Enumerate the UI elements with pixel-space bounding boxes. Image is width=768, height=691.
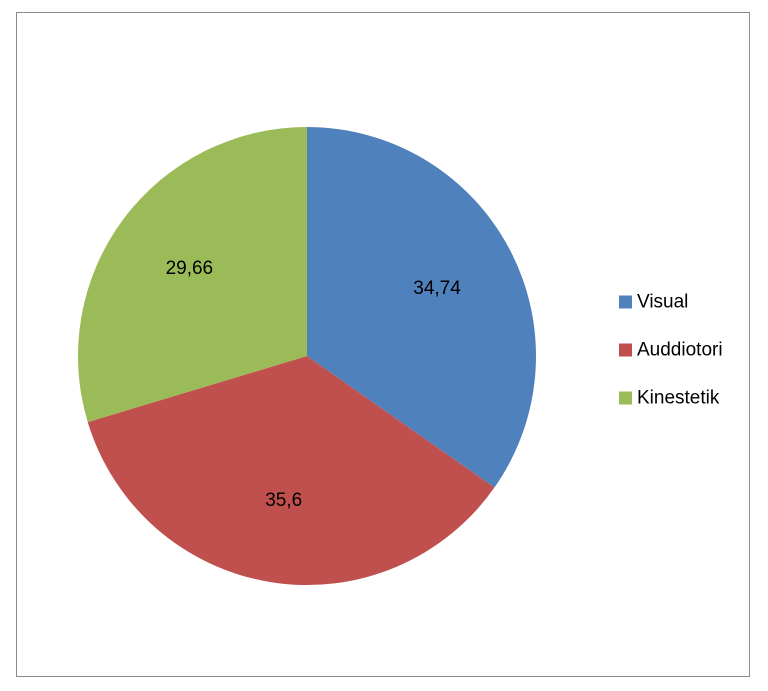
data-label-kinestetik: 29,66 bbox=[166, 258, 214, 279]
legend-swatch-kinestetik bbox=[619, 391, 632, 405]
pie-slice-auddiotori bbox=[87, 356, 495, 586]
legend-swatch-visual bbox=[619, 295, 632, 309]
data-label-visual: 34,74 bbox=[413, 278, 461, 299]
pie-slices bbox=[78, 127, 537, 586]
pie-slice-kinestetik bbox=[78, 127, 308, 423]
legend-label-auddiotori: Auddiotori bbox=[637, 340, 723, 361]
pie-slice-visual bbox=[307, 127, 537, 488]
legend-label-kinestetik: Kinestetik bbox=[637, 388, 720, 409]
legend: Visual Auddiotori Kinestetik bbox=[619, 292, 723, 409]
legend-swatch-auddiotori bbox=[619, 343, 632, 357]
data-label-auddiotori: 35,6 bbox=[265, 490, 302, 511]
legend-label-visual: Visual bbox=[637, 292, 688, 313]
data-labels: 34,74 35,6 29,66 bbox=[166, 258, 462, 511]
